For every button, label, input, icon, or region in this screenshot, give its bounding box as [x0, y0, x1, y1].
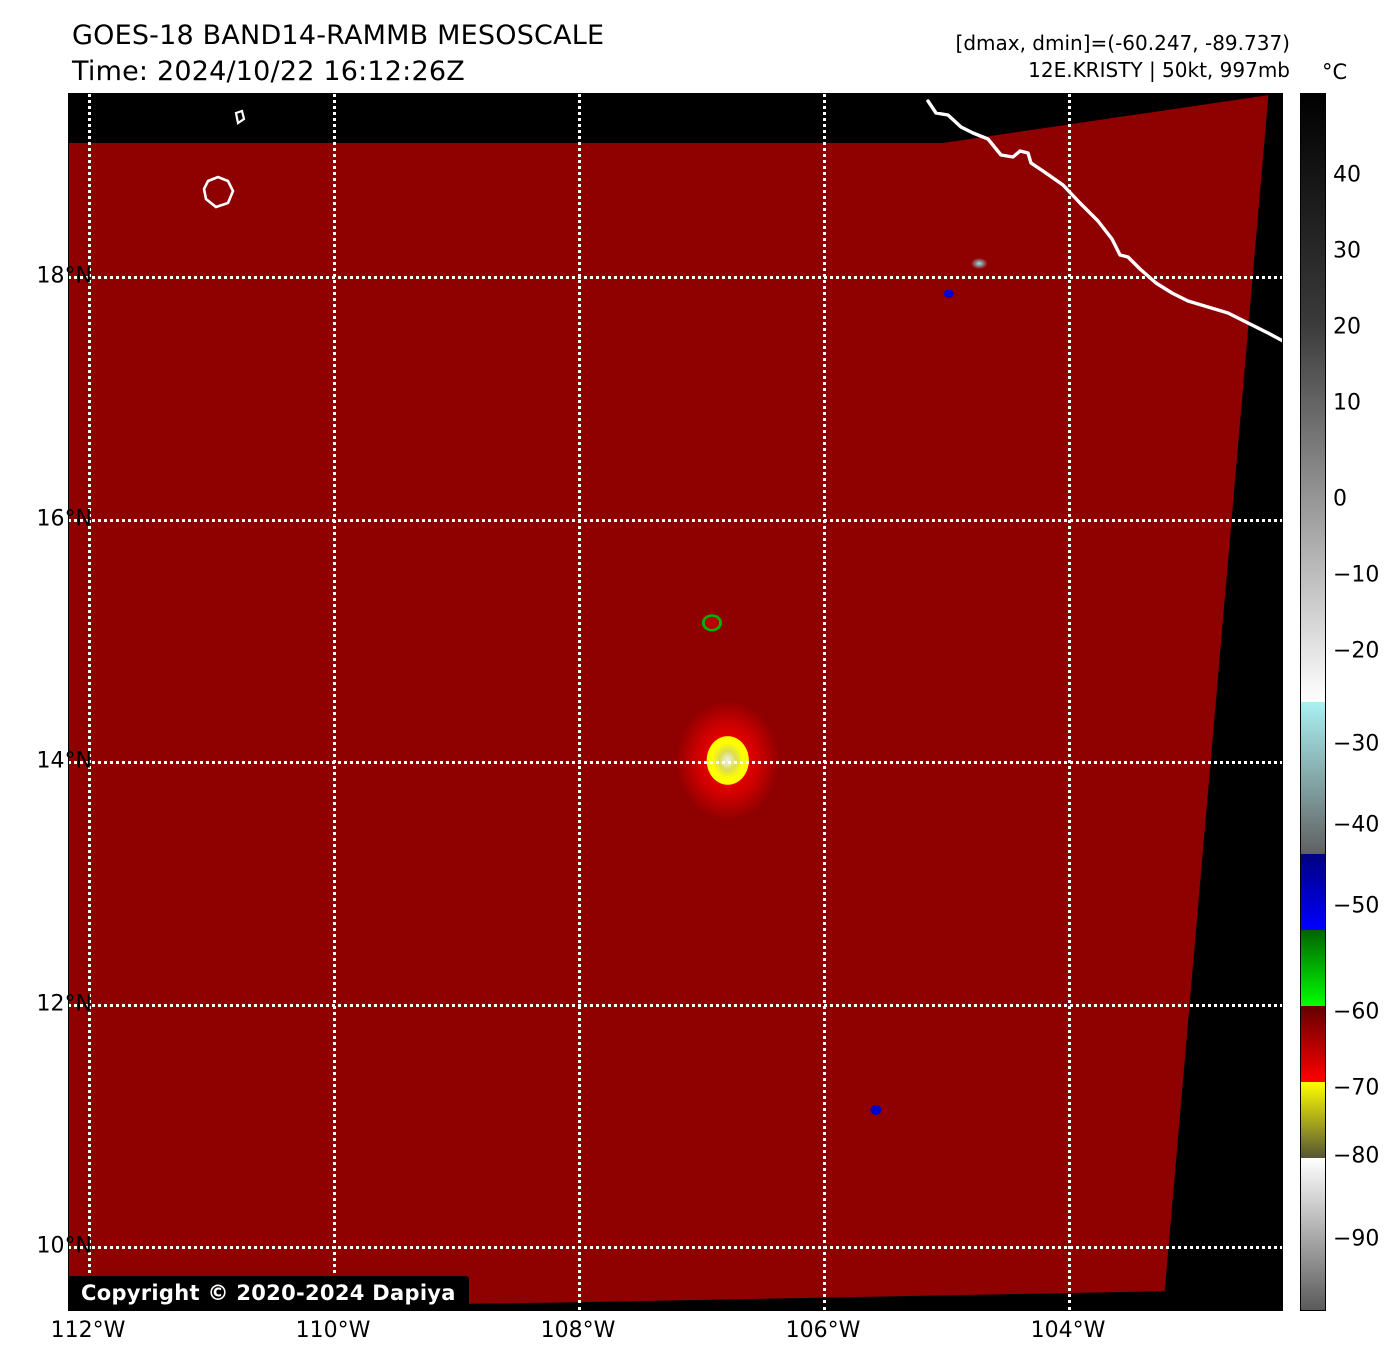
lon-tick-110w: 110°W: [295, 1318, 371, 1343]
lon-tick-106w: 106°W: [785, 1318, 861, 1343]
lat-tick-18n: 18°N: [36, 263, 92, 289]
cbar-tick-m10: −10: [1333, 562, 1380, 588]
cbar-tick-0: 0: [1333, 486, 1347, 512]
cbar-tick-m20: −20: [1333, 638, 1380, 664]
cbar-tick-m40: −40: [1333, 812, 1380, 838]
lat-tick-16n: 16°N: [36, 506, 92, 532]
colorbar-unit-label: °C: [1322, 60, 1348, 84]
product-title: GOES-18 BAND14-RAMMB MESOSCALE: [72, 20, 605, 51]
colorbar-gradient: [1301, 94, 1325, 1310]
lat-tick-14n: 14°N: [36, 748, 92, 774]
lon-tick-104w: 104°W: [1030, 1318, 1106, 1343]
isolated-cells-layer: [68, 93, 1283, 1311]
temperature-colorbar[interactable]: [1300, 93, 1326, 1311]
cbar-tick-10: 10: [1333, 390, 1361, 416]
lon-tick-112w: 112°W: [50, 1318, 126, 1343]
metadata-block: [dmax, dmin]=(-60.247, -89.737) 12E.KRIS…: [956, 30, 1290, 84]
cbar-tick-m30: −30: [1333, 731, 1380, 757]
page-title: GOES-18 BAND14-RAMMB MESOSCALE Time: 202…: [72, 18, 604, 90]
dmax-dmin-label: [dmax, dmin]=(-60.247, -89.737): [955, 31, 1290, 55]
lat-tick-10n: 10°N: [36, 1233, 92, 1259]
timestamp-label: Time: 2024/10/22 16:12:26Z: [72, 56, 465, 87]
copyright-watermark: Copyright © 2020-2024 Dapiya: [68, 1276, 469, 1311]
lat-tick-12n: 12°N: [36, 991, 92, 1017]
cbar-tick-40: 40: [1333, 162, 1361, 188]
cbar-tick-20: 20: [1333, 314, 1361, 340]
cbar-tick-m80: −80: [1333, 1143, 1380, 1169]
cbar-tick-m60: −60: [1333, 999, 1380, 1025]
lon-tick-108w: 108°W: [540, 1318, 616, 1343]
cbar-tick-m90: −90: [1333, 1226, 1380, 1252]
satellite-image-plot[interactable]: Copyright © 2020-2024 Dapiya: [68, 93, 1283, 1311]
cbar-tick-m50: −50: [1333, 893, 1380, 919]
storm-info-label: 12E.KRISTY | 50kt, 997mb: [1028, 58, 1290, 82]
cbar-tick-30: 30: [1333, 238, 1361, 264]
cbar-tick-m70: −70: [1333, 1075, 1380, 1101]
